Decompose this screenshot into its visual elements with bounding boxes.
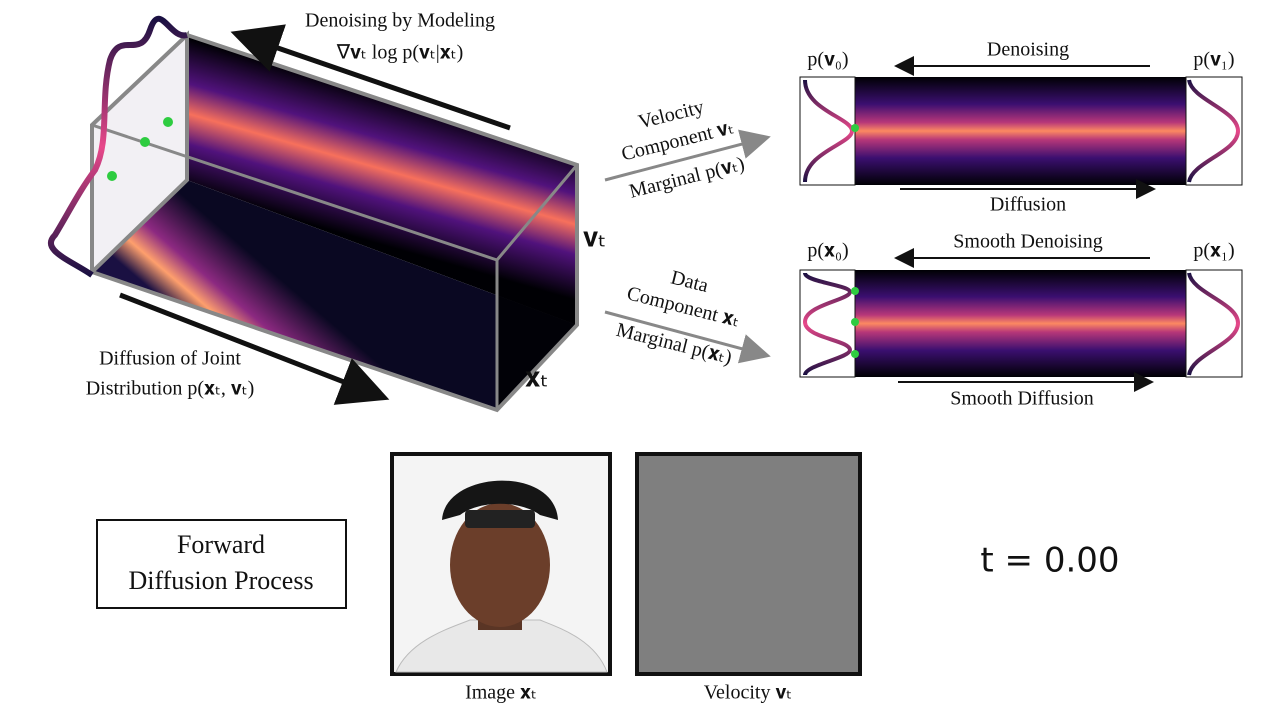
sample-point: [851, 287, 859, 295]
label: Smooth Diffusion: [950, 388, 1094, 410]
heatmap: [855, 270, 1186, 377]
label: p(𝐱₀): [807, 240, 848, 262]
floor-heatmap: [92, 180, 577, 410]
image-panel: [390, 452, 612, 676]
label: p(𝐯₀): [807, 49, 848, 71]
label: Distribution p(𝐱ₜ, 𝐯ₜ): [86, 378, 255, 400]
denoise-arrow: [230, 24, 511, 131]
heatmap: [855, 77, 1186, 185]
arrow: [604, 310, 771, 364]
process-label: Diffusion Process: [128, 566, 313, 595]
density: [803, 79, 855, 183]
data-panel: Smooth Denoising Smooth Diffusion p(𝐱₀) …: [799, 231, 1243, 410]
arrow: [604, 129, 771, 182]
back-heatmap: [187, 35, 577, 325]
label: Diffusion: [990, 194, 1066, 216]
process-label: Forward: [177, 530, 265, 559]
diffusion-arrow: [119, 292, 390, 405]
sample-point: [851, 124, 859, 132]
sample-point: [140, 137, 150, 147]
shirt: [395, 619, 608, 673]
velocity-noise: [635, 452, 862, 676]
axis-label: 𝐱ₜ: [525, 362, 549, 393]
cap-band: [465, 510, 535, 528]
formula: ∇𝐯ₜ log p(𝐯ₜ|𝐱ₜ): [336, 42, 464, 64]
density: [1187, 272, 1241, 376]
sample-point: [851, 318, 859, 326]
face: [450, 503, 550, 627]
density: [1187, 79, 1241, 183]
label: Diffusion of Joint: [99, 348, 241, 370]
side-heatmap: [497, 165, 577, 410]
label: Data: [669, 267, 711, 298]
marginal-box: [1185, 269, 1243, 378]
label: Denoising: [987, 39, 1069, 61]
label: Smooth Denoising: [953, 231, 1102, 253]
label: p(𝐯₁): [1193, 49, 1234, 71]
sample-point: [851, 350, 859, 358]
process-box: [96, 519, 347, 609]
caption: Velocity 𝐯ₜ: [704, 682, 792, 704]
marginal-box: [1185, 76, 1243, 186]
caption: Image 𝐱ₜ: [465, 682, 537, 704]
axis-label: 𝐯ₜ: [583, 222, 606, 253]
sample-point: [107, 171, 117, 181]
label: Denoising by Modeling: [305, 10, 495, 32]
sample-point: [163, 117, 173, 127]
label: p(𝐱₁): [1193, 240, 1234, 262]
density: [802, 271, 853, 376]
left-face: [90, 30, 189, 277]
joint-box: [48, 15, 579, 413]
velocity-panel: Denoising Diffusion p(𝐯₀) p(𝐯₁): [799, 39, 1243, 216]
time-label: t = 0.00: [980, 541, 1119, 581]
marginal-curve: [48, 15, 188, 278]
cap: [442, 480, 558, 520]
